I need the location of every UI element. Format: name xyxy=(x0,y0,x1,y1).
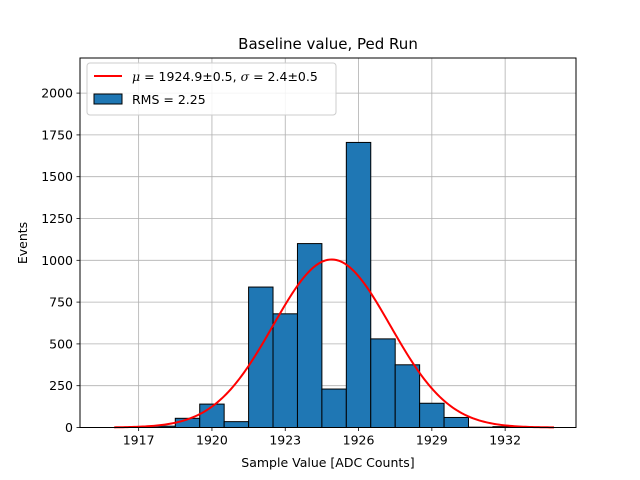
y-tick-label: 1500 xyxy=(41,169,73,184)
y-tick-label: 750 xyxy=(49,295,73,310)
histogram-bar xyxy=(370,338,396,428)
legend-fit-label: μ = 1924.9±0.5, σ = 2.4±0.5 xyxy=(132,69,318,84)
histogram-bar xyxy=(248,286,274,428)
histogram-bar xyxy=(321,388,347,429)
legend-hist-label: RMS = 2.25 xyxy=(132,92,206,107)
x-axis-ticks: 1917 1920 1923 1926 1929 1932 xyxy=(123,427,521,448)
histogram-bar xyxy=(345,141,372,428)
legend: μ = 1924.9±0.5, σ = 2.4±0.5 RMS = 2.25 xyxy=(86,62,337,116)
histogram-bar xyxy=(419,402,445,428)
chart-title: Baseline value, Ped Run xyxy=(238,35,418,53)
x-tick-label: 1932 xyxy=(489,433,521,448)
y-tick-label: 1000 xyxy=(41,253,73,268)
y-tick-label: 1750 xyxy=(41,127,73,142)
gaussian-fit-curve xyxy=(114,258,555,429)
x-tick-label: 1920 xyxy=(196,433,228,448)
histogram-bar xyxy=(443,416,469,428)
x-tick-label: 1917 xyxy=(123,433,155,448)
y-tick-label: 1250 xyxy=(41,211,73,226)
x-tick-label: 1923 xyxy=(269,433,301,448)
legend-hist-swatch xyxy=(93,93,123,105)
x-tick-label: 1929 xyxy=(416,433,448,448)
y-axis-ticks: 0 250 500 750 1000 1250 1500 1750 2000 xyxy=(41,86,80,435)
y-tick-label: 250 xyxy=(49,378,73,393)
x-tick-label: 1926 xyxy=(343,433,375,448)
y-tick-label: 0 xyxy=(65,420,73,435)
plot-frame xyxy=(79,57,577,428)
x-axis-label: Sample Value [ADC Counts] xyxy=(241,455,414,470)
fit-curve-group xyxy=(114,258,555,429)
y-axis-label: Events xyxy=(15,222,30,264)
histogram-bar xyxy=(223,421,250,429)
legend-frame xyxy=(86,62,337,116)
histogram-bar xyxy=(394,364,421,428)
y-tick-label: 2000 xyxy=(41,86,73,101)
y-tick-label: 500 xyxy=(49,336,73,351)
histogram-bar xyxy=(272,313,298,428)
